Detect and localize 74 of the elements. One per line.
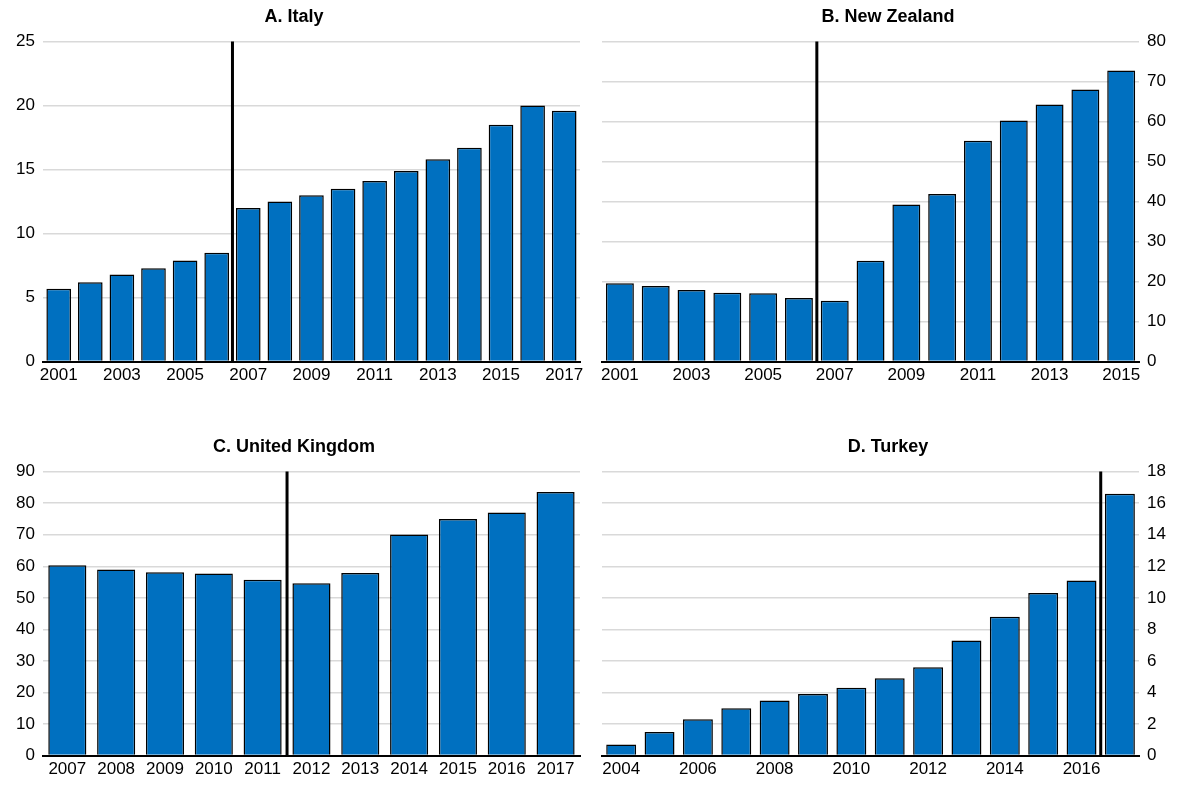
y-tick-label: 0: [25, 351, 35, 371]
y2-tick-label: 0: [1147, 351, 1157, 371]
y2-tick-label: 40: [1147, 191, 1167, 211]
y2-tick-label: 60: [1147, 111, 1167, 131]
x-tick-label: 2009: [292, 365, 331, 385]
y-tick-label: 30: [15, 650, 35, 670]
x-tick-label: 2015: [482, 365, 520, 385]
y2-tick-label: 14: [1147, 524, 1167, 544]
y2-tick-label: 0: [1147, 745, 1157, 765]
chart-title: B. New Zealand: [821, 5, 955, 26]
x-tick-label: 2005: [166, 365, 204, 385]
y2-tick-label: 70: [1147, 71, 1167, 91]
y-tick-label: 5: [25, 287, 35, 307]
x-tick-label: 2006: [678, 759, 717, 779]
x-tick-label: 2010: [194, 759, 233, 779]
y2-tick-label: 10: [1147, 587, 1167, 607]
y-tick-label: 20: [15, 682, 35, 702]
x-tick-label: 2005: [744, 365, 783, 385]
y2-tick-label: 10: [1147, 311, 1167, 331]
x-tick-label: 2013: [341, 759, 380, 779]
x-tick-label: 2009: [887, 365, 926, 385]
y-tick-label: 60: [15, 555, 35, 575]
x-tick-label: 2014: [985, 759, 1024, 779]
x-tick-label: 2015: [1102, 365, 1141, 385]
y-tick-label: 15: [15, 159, 35, 179]
y2-tick-label: 20: [1147, 271, 1167, 291]
x-tick-label: 2007: [229, 365, 268, 385]
x-tick-label: 2001: [39, 365, 78, 385]
y2-tick-label: 18: [1147, 461, 1167, 481]
y2-tick-label: 4: [1147, 682, 1157, 702]
x-tick-label: 2003: [102, 365, 141, 385]
chart-title: A. Italy: [264, 5, 324, 26]
x-tick-label: 2012: [909, 759, 947, 779]
x-tick-label: 2011: [959, 365, 997, 385]
x-tick-label: 2013: [418, 365, 457, 385]
x-tick-label: 2007: [48, 759, 87, 779]
x-tick-label: 2001: [600, 365, 639, 385]
x-tick-label: 2009: [146, 759, 184, 779]
x-tick-label: 2004: [602, 759, 641, 779]
y-tick-label: 0: [25, 745, 35, 765]
y-tick-label: 40: [15, 619, 35, 639]
x-tick-label: 2008: [755, 759, 794, 779]
y-tick-label: 10: [15, 713, 35, 733]
x-tick-label: 2008: [97, 759, 136, 779]
y-tick-label: 90: [15, 461, 35, 481]
y2-tick-label: 12: [1147, 555, 1167, 575]
y-tick-label: 80: [15, 492, 35, 512]
y-tick-label: 10: [15, 223, 35, 243]
x-tick-label: 2015: [439, 759, 477, 779]
y2-tick-label: 16: [1147, 492, 1167, 512]
x-tick-label: 2010: [832, 759, 871, 779]
x-tick-label: 2016: [487, 759, 526, 779]
y2-tick-label: 30: [1147, 231, 1167, 251]
y-tick-label: 70: [15, 524, 35, 544]
x-tick-label: 2007: [815, 365, 854, 385]
y2-tick-label: 80: [1147, 31, 1167, 51]
x-tick-label: 2003: [672, 365, 711, 385]
y-tick-label: 50: [15, 587, 35, 607]
x-tick-label: 2014: [390, 759, 429, 779]
y2-tick-label: 6: [1147, 650, 1157, 670]
x-tick-label: 2011: [244, 759, 281, 779]
chart-title: C. United Kingdom: [213, 435, 375, 456]
chart-title: D. Turkey: [847, 435, 929, 456]
x-tick-label: 2012: [292, 759, 331, 779]
y2-tick-label: 2: [1147, 713, 1157, 733]
y2-tick-label: 50: [1147, 151, 1167, 171]
y-tick-label: 25: [15, 31, 35, 51]
x-tick-label: 2013: [1030, 365, 1069, 385]
x-tick-label: 2017: [545, 365, 584, 385]
x-tick-label: 2017: [536, 759, 575, 779]
y2-tick-label: 8: [1147, 619, 1157, 639]
x-tick-label: 2011: [356, 365, 393, 385]
x-tick-label: 2016: [1062, 759, 1101, 779]
y-tick-label: 20: [15, 95, 35, 115]
